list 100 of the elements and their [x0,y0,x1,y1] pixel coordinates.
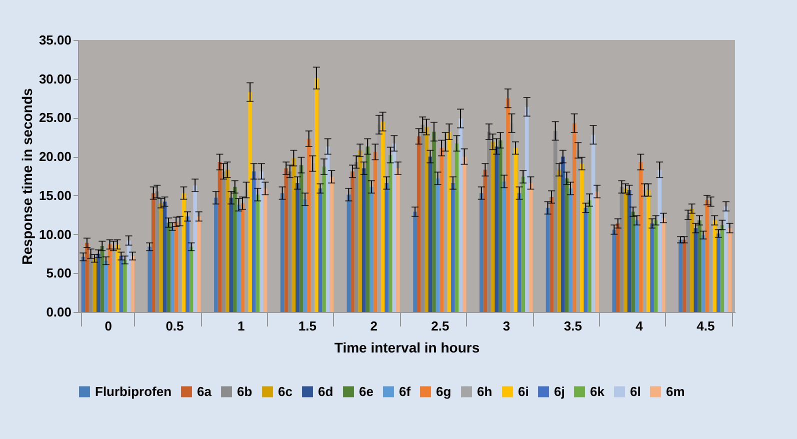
legend-label: Flurbiprofen [95,384,172,399]
bar [451,182,455,312]
bar [92,258,96,312]
bar [480,193,484,312]
bar [580,164,584,312]
bar [318,188,322,312]
bar [248,92,252,312]
bar [330,176,334,312]
bar [346,194,351,312]
bar [370,186,374,312]
y-tick-label: 25.00 [38,110,72,126]
x-tick-label: 0 [104,318,112,334]
bar [322,166,326,312]
bar [358,150,362,312]
bar [193,185,197,312]
x-tick-label: 2 [370,318,378,334]
legend-label: 6c [278,384,292,399]
bar [284,168,288,312]
bar [303,199,307,312]
bar [514,148,518,312]
bar [720,224,724,312]
bar [354,162,358,312]
bar [502,181,506,312]
bar [557,170,562,312]
bar [174,222,178,312]
legend-label: 6k [590,384,606,399]
bar [252,171,256,312]
bar [436,178,440,312]
bar [490,142,495,312]
x-axis-title: Time interval in hours [334,340,480,356]
bar [525,106,529,312]
bar [260,171,264,312]
bar [724,206,728,312]
bar [104,260,108,312]
bar [487,132,491,312]
y-axis-title: Response time in seconds [18,88,35,265]
legend-label: 6g [436,384,452,399]
bar [420,124,425,312]
bar [432,132,436,312]
bar [256,194,260,312]
bar [233,186,237,312]
bar [130,256,134,312]
bar [701,235,706,312]
bar [306,138,311,312]
legend-label: 6j [554,384,565,399]
legend-label: 6f [399,384,412,399]
bar [288,171,292,312]
y-tick-label: 5.00 [46,266,72,281]
legend-label: 6i [518,384,529,399]
bar [428,156,432,312]
y-tick-label: 20.00 [38,149,72,164]
bar [553,130,558,312]
bar [170,226,174,312]
bar [186,216,190,312]
legend-label: 6a [197,384,212,399]
bar [662,218,666,312]
bar [728,228,732,312]
bar [392,143,396,312]
bar [292,158,296,312]
bar [296,182,300,312]
bar [498,140,502,312]
bar [373,152,378,312]
bar [326,146,330,312]
legend-label: 6e [359,384,374,399]
bar [229,198,234,312]
bar [686,214,690,312]
bar [705,200,709,312]
x-tick-label: 4 [636,318,644,334]
bar [240,203,244,312]
y-tick-label: 35.00 [38,32,72,48]
x-tick-label: 1.5 [298,318,316,334]
bar [96,254,100,312]
x-tick-label: 3 [502,318,510,334]
legend-label: 6l [630,384,641,399]
bar [263,188,268,312]
bar [654,220,658,312]
bar [123,260,127,312]
bar [678,240,682,312]
bar [214,198,218,312]
y-tick-label: 10.00 [38,226,72,242]
bar [650,223,654,312]
bar [413,212,417,312]
x-tick-label: 1 [237,318,245,334]
legend-label: 6h [477,384,492,399]
bar [119,256,124,312]
bar [550,196,554,312]
bar [424,127,428,312]
bar [366,146,370,312]
x-tick-label: 2.5 [431,318,450,334]
bar [627,190,632,312]
bar [716,234,720,312]
bar [591,134,596,312]
x-tick-label: 0.5 [166,318,184,334]
legend-label: 6m [666,384,685,399]
bar [564,178,569,312]
bar [396,168,400,312]
bar [631,212,635,312]
bar [588,200,592,312]
bar [694,228,698,312]
y-tick-label: 30.00 [38,71,72,86]
